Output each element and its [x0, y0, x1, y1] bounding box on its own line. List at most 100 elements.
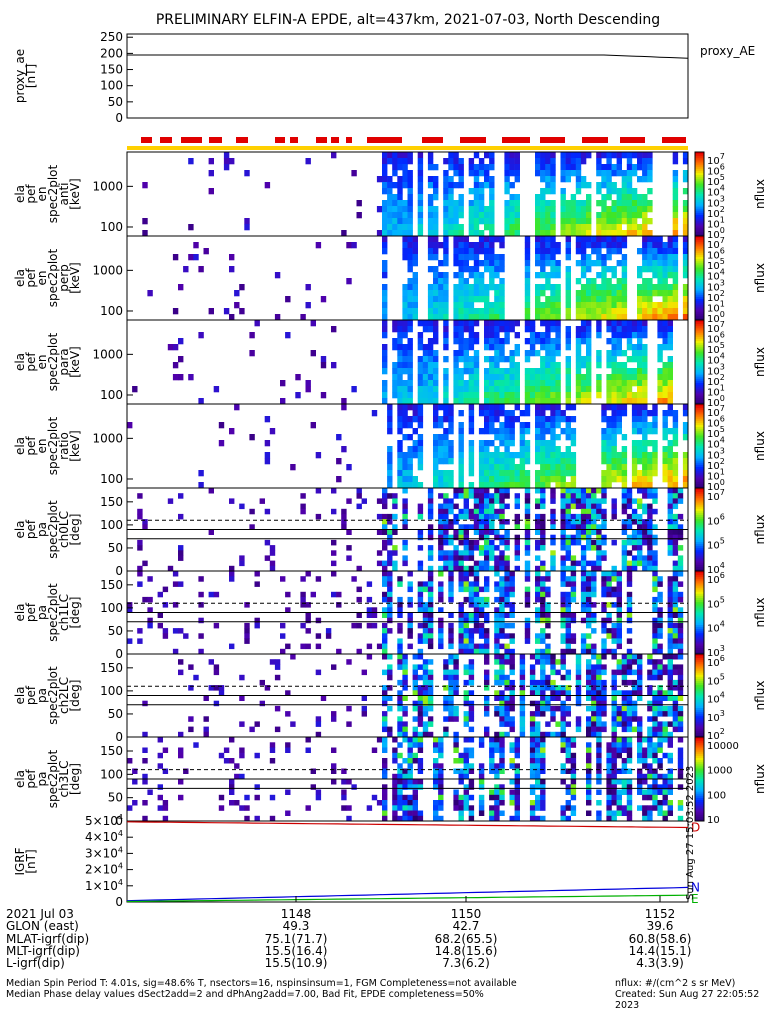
- heatmap-cell: [504, 488, 509, 494]
- heatmap-cell: [545, 308, 550, 314]
- heatmap-cell: [448, 628, 453, 634]
- heatmap-cell: [178, 748, 183, 754]
- heatmap-cell: [586, 236, 591, 242]
- heatmap-cell: [489, 530, 494, 536]
- heatmap-cell: [147, 576, 152, 582]
- heatmap-cell: [341, 398, 346, 404]
- heatmap-cell: [504, 732, 509, 738]
- heatmap-cell: [637, 675, 642, 681]
- heatmap-cell: [346, 278, 351, 284]
- heatmap-cell: [555, 422, 560, 428]
- heatmap-cell: [469, 753, 474, 759]
- heatmap-cell: [591, 284, 596, 290]
- heatmap-cell: [606, 254, 611, 260]
- heatmap-cell: [637, 482, 642, 488]
- heatmap-cell: [550, 664, 555, 670]
- heatmap-cell: [571, 488, 576, 494]
- heatmap-cell: [525, 514, 530, 520]
- heatmap-cell: [657, 649, 662, 655]
- heatmap-cell: [239, 753, 244, 759]
- heatmap-cell: [566, 200, 571, 206]
- heatmap-cell: [591, 592, 596, 598]
- heatmap-cell: [484, 224, 489, 230]
- heatmap-cell: [668, 332, 673, 338]
- heatmap-cell: [408, 176, 413, 182]
- heatmap-cell: [418, 721, 423, 727]
- heatmap-cell: [443, 659, 448, 665]
- heatmap-cell: [520, 732, 525, 738]
- heatmap-cell: [571, 555, 576, 561]
- heatmap-cell: [566, 404, 571, 410]
- heatmap-cell: [382, 628, 387, 634]
- heatmap-cell: [464, 790, 469, 796]
- heatmap-cell: [469, 338, 474, 344]
- heatmap-cell: [601, 278, 606, 284]
- heatmap-cell: [392, 194, 397, 200]
- heatmap-cell: [601, 272, 606, 278]
- heatmap-cell: [540, 581, 545, 587]
- heatmap-cell: [652, 416, 657, 422]
- heatmap-cell: [489, 302, 494, 308]
- heatmap-cell: [402, 434, 407, 440]
- heatmap-cell: [484, 476, 489, 482]
- heatmap-cell: [382, 218, 387, 224]
- heatmap-cell: [586, 607, 591, 613]
- heatmap-cell: [459, 581, 464, 587]
- heatmap-cell: [627, 753, 632, 759]
- heatmap-cell: [637, 152, 642, 158]
- heatmap-cell: [530, 816, 535, 822]
- heatmap-cell: [550, 416, 555, 422]
- heatmap-cell: [402, 344, 407, 350]
- heatmap-cell: [474, 224, 479, 230]
- heatmap-cell: [647, 218, 652, 224]
- heatmap-cell: [663, 732, 668, 738]
- heatmap-cell: [612, 410, 617, 416]
- heatmap-cell: [612, 509, 617, 515]
- heatmap-cell: [525, 498, 530, 504]
- heatmap-cell: [459, 410, 464, 416]
- heatmap-cell: [504, 338, 509, 344]
- heatmap-cell: [408, 212, 413, 218]
- heatmap-cell: [622, 182, 627, 188]
- heatmap-cell: [464, 493, 469, 499]
- heatmap-cell: [408, 392, 413, 398]
- heatmap-cell: [545, 254, 550, 260]
- heatmap-cell: [617, 290, 622, 296]
- heatmap-cell: [499, 284, 504, 290]
- heatmap-cell: [627, 638, 632, 644]
- heatmap-cell: [499, 428, 504, 434]
- heatmap-cell: [453, 398, 458, 404]
- heatmap-cell: [244, 224, 249, 230]
- heatmap-cell: [443, 218, 448, 224]
- heatmap-cell: [479, 206, 484, 212]
- heatmap-cell: [494, 737, 499, 743]
- heatmap-cell: [469, 675, 474, 681]
- heatmap-cell: [576, 670, 581, 676]
- heatmap-cell: [571, 200, 576, 206]
- heatmap-cell: [402, 320, 407, 326]
- heatmap-cell: [418, 535, 423, 541]
- heatmap-cell: [438, 302, 443, 308]
- heatmap-cell: [178, 514, 183, 520]
- heatmap-cell: [402, 296, 407, 302]
- heatmap-cell: [550, 170, 555, 176]
- heatmap-cell: [494, 581, 499, 587]
- heatmap-cell: [346, 706, 351, 712]
- heatmap-cell: [408, 422, 413, 428]
- heatmap-cell: [448, 561, 453, 567]
- heatmap-cell: [489, 416, 494, 422]
- heatmap-cell: [550, 434, 555, 440]
- heatmap-cell: [515, 748, 520, 754]
- heatmap-cell: [255, 816, 260, 822]
- heatmap-cell: [229, 428, 234, 434]
- heatmap-cell: [499, 458, 504, 464]
- heatmap-cell: [413, 664, 418, 670]
- heatmap-cell: [525, 550, 530, 556]
- heatmap-cell: [464, 638, 469, 644]
- heatmap-cell: [408, 774, 413, 780]
- heatmap-cell: [464, 380, 469, 386]
- heatmap-cell: [535, 332, 540, 338]
- heatmap-cell: [464, 701, 469, 707]
- heatmap-cell: [535, 758, 540, 764]
- heatmap-cell: [550, 338, 555, 344]
